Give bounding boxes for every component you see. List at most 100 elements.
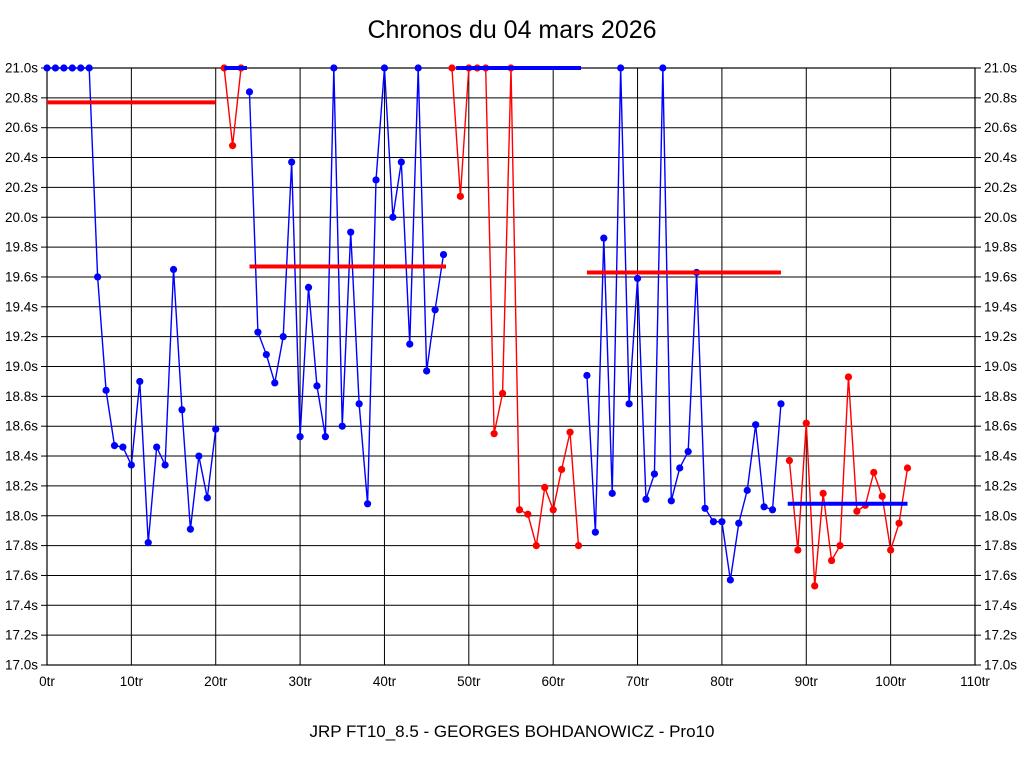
y-tick-label-left: 19.0s <box>5 359 38 374</box>
run-5-data-point <box>760 503 768 511</box>
run-4-data-point <box>558 465 566 474</box>
run-5-data-point <box>600 234 608 242</box>
y-tick-label-right: 19.6s <box>984 269 1017 284</box>
y-tick-label-right: 18.4s <box>984 449 1017 464</box>
y-tick-label-left: 17.2s <box>5 628 38 643</box>
run-6-data-point <box>819 489 827 497</box>
run-3-data-point <box>389 213 397 221</box>
run-4-data-point <box>456 192 464 200</box>
run-5-data-point <box>752 421 760 429</box>
y-tick-label-left: 20.4s <box>5 150 38 165</box>
run-4-data-point <box>541 483 549 491</box>
y-tick-label-right: 20.0s <box>984 210 1017 225</box>
y-tick-label-right: 20.8s <box>984 90 1017 105</box>
run-1-data-point <box>178 406 186 414</box>
run-2-data-point <box>229 142 237 150</box>
run-3-data-point <box>338 422 346 430</box>
run-4-data-point <box>524 510 532 518</box>
y-tick-label-right: 18.8s <box>984 389 1017 404</box>
run-1-data-point <box>153 443 161 451</box>
run-3-data-point <box>296 433 304 441</box>
run-3-data-point <box>372 176 380 184</box>
run-5-data-point <box>676 464 684 472</box>
chart-footer-label: JRP FT10_8.5 - GEORGES BOHDANOWICZ - Pro… <box>309 722 715 741</box>
run-5-data-point <box>650 470 659 478</box>
run-3-data-point <box>313 382 321 390</box>
run-5-data-point <box>777 400 785 408</box>
run-1-data-point <box>203 494 211 502</box>
x-tick-label: 20tr <box>204 674 228 689</box>
x-tick-label: 100tr <box>875 674 906 689</box>
run-1-data-point <box>102 386 110 394</box>
run-1-data-point <box>60 64 68 72</box>
y-tick-label-left: 18.0s <box>5 508 38 523</box>
y-tick-label-left: 18.4s <box>5 449 38 464</box>
y-tick-label-right: 20.2s <box>984 180 1017 195</box>
run-6-data-point <box>895 519 903 527</box>
run-4-data-point <box>549 506 557 514</box>
run-6-data-point <box>844 373 853 381</box>
run-1-data-point <box>110 442 119 450</box>
y-tick-label-left: 17.8s <box>5 538 38 553</box>
x-tick-label: 70tr <box>626 674 650 689</box>
y-tick-label-right: 19.8s <box>984 240 1017 255</box>
y-tick-label-right: 17.2s <box>984 628 1017 643</box>
y-tick-label-left: 18.6s <box>5 419 38 434</box>
run-5-data-point <box>709 518 718 526</box>
x-tick-label: 50tr <box>457 674 481 689</box>
y-tick-label-left: 18.8s <box>5 389 38 404</box>
run-6-data-point <box>878 492 886 500</box>
run-6-data-point <box>811 582 819 590</box>
run-6-data-point <box>802 419 810 427</box>
y-tick-label-left: 20.6s <box>5 120 38 135</box>
run-5-data-point <box>591 528 599 536</box>
run-4-data-point <box>498 389 507 397</box>
y-tick-label-left: 20.8s <box>5 90 38 105</box>
x-tick-label: 30tr <box>288 674 312 689</box>
run-5-data-point <box>701 504 709 512</box>
run-1-data-point <box>195 452 203 460</box>
run-3-data-point <box>347 228 355 236</box>
y-tick-label-right: 19.2s <box>984 329 1017 344</box>
run-6-data-point <box>903 464 912 472</box>
run-5-data-point <box>684 447 692 456</box>
y-tick-label-right: 20.6s <box>984 120 1017 135</box>
run-3-data-point <box>288 158 296 166</box>
y-tick-label-right: 20.4s <box>984 150 1017 165</box>
run-5-data-point <box>718 518 726 526</box>
run-5-data-point <box>608 489 616 497</box>
run-5-data-point <box>633 274 642 283</box>
y-tick-label-right: 17.8s <box>984 538 1017 553</box>
run-4-data-point <box>574 542 583 550</box>
run-1-data-point <box>169 265 178 274</box>
y-tick-label-left: 17.0s <box>5 658 38 673</box>
run-3-data-point <box>414 64 422 72</box>
run-6-data-point <box>887 546 895 554</box>
run-1-data-point <box>119 443 127 451</box>
run-3-data-point <box>279 333 287 341</box>
x-tick-label: 40tr <box>373 674 397 689</box>
x-tick-label: 110tr <box>960 674 990 689</box>
run-4-data-point <box>532 542 540 550</box>
y-tick-label-left: 18.2s <box>5 478 38 493</box>
run-6-data-point <box>853 507 861 515</box>
run-1-data-point <box>51 64 60 72</box>
y-tick-label-left: 17.4s <box>5 598 38 613</box>
run-3-line <box>248 67 445 504</box>
run-1-data-point <box>68 64 76 72</box>
run-1-data-point <box>94 273 102 281</box>
run-1-data-point <box>144 539 152 547</box>
run-6-data-point <box>836 542 844 550</box>
run-6-data-point <box>794 546 802 554</box>
run-5-data-point <box>735 519 743 527</box>
run-1-data-point <box>136 377 144 386</box>
x-tick-label: 80tr <box>710 674 734 689</box>
run-1-data-point <box>186 525 195 533</box>
run-1-data-point <box>161 461 169 469</box>
run-1-data-point <box>127 461 135 469</box>
run-3-data-point <box>245 88 254 96</box>
y-tick-label-right: 17.4s <box>984 598 1017 613</box>
y-tick-label-left: 20.0s <box>5 210 38 225</box>
